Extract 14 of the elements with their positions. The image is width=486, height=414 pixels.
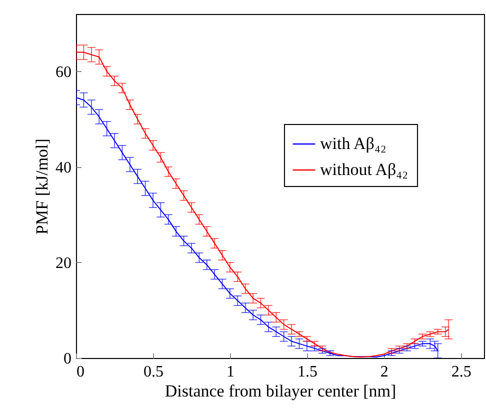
y-tick-label: 60 (56, 64, 72, 81)
x-tick-label: 2 (380, 364, 388, 380)
y-tick-label: 40 (56, 159, 72, 176)
y-axis-title: PMF [kJ/mol] (32, 138, 52, 234)
x-tick-label: 1 (226, 364, 234, 380)
y-tick-label: 20 (56, 254, 72, 272)
x-axis-title: Distance from bilayer center [nm] (164, 382, 396, 400)
legend-label: with Aβ₄₂ (320, 134, 386, 153)
y-tick-label: 0 (64, 350, 72, 368)
x-tick-label: 1.5 (297, 364, 318, 380)
x-tick-label: 0 (76, 364, 84, 380)
legend-label: without Aβ₄₂ (320, 160, 408, 179)
x-tick-label: 0.5 (143, 364, 164, 380)
x-tick-label: 2.5 (451, 364, 472, 380)
